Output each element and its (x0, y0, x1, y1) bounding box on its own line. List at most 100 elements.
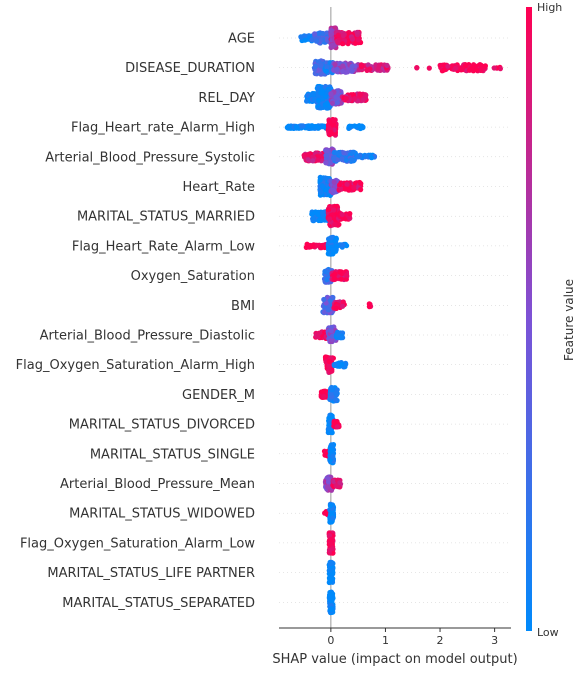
shap-point (326, 426, 332, 432)
feature-row-dots (322, 354, 349, 375)
feature-row-dots (326, 559, 336, 586)
shap-point (337, 269, 343, 275)
feature-row-dots (304, 83, 369, 111)
shap-point (320, 210, 326, 216)
shap-point (321, 296, 327, 303)
feature-row-dots (325, 412, 342, 436)
shap-point (335, 39, 341, 46)
shap-point (339, 211, 345, 218)
shap-point (384, 62, 390, 68)
shap-point (341, 150, 347, 156)
colorbar-low-label: Low (537, 626, 559, 639)
shap-point (318, 189, 324, 195)
shap-point (351, 184, 357, 190)
shap-point (333, 483, 339, 489)
feature-label: DISEASE_DURATION (125, 61, 255, 76)
shap-point (317, 216, 323, 223)
shap-point (337, 480, 343, 486)
feature-row-dots (321, 442, 337, 466)
shap-point (310, 91, 316, 97)
shap-point (344, 181, 350, 187)
shap-point (327, 576, 333, 582)
shap-point (323, 354, 329, 360)
shap-point (293, 124, 299, 130)
shap-point (318, 63, 324, 69)
shap-point (316, 67, 322, 73)
shap-point (314, 242, 320, 248)
shap-point (318, 105, 324, 111)
shap-point (321, 309, 327, 315)
shap-point (324, 148, 330, 154)
shap-point (478, 66, 484, 72)
shap-point (314, 38, 320, 44)
feature-row-dots (284, 116, 366, 138)
shap-point (326, 547, 333, 553)
feature-row-dots (321, 266, 350, 285)
shap-point (332, 271, 338, 277)
shap-point (329, 100, 335, 106)
shap-point (346, 123, 352, 129)
shap-point (340, 299, 346, 305)
shap-point (355, 154, 361, 160)
feature-label: MARITAL_STATUS_MARRIED (77, 210, 255, 225)
feature-label: Arterial_Blood_Pressure_Systolic (45, 150, 255, 165)
shap-point (323, 152, 329, 158)
feature-row-dots (326, 530, 336, 556)
shap-point (302, 37, 308, 43)
shap-point (355, 37, 361, 43)
shap-point (337, 182, 343, 188)
feature-label: REL_DAY (198, 91, 255, 106)
shap-point (312, 209, 319, 215)
shap-point (286, 123, 292, 129)
feature-row-dots (303, 234, 350, 257)
shap-point (375, 66, 381, 72)
feature-label: MARITAL_STATUS_DIVORCED (69, 418, 255, 433)
shap-point (323, 68, 330, 74)
shap-point (316, 30, 322, 36)
shap-point (332, 396, 338, 402)
shap-point (331, 275, 337, 281)
shap-point (330, 453, 336, 460)
shap-point (324, 30, 330, 36)
shap-point (360, 97, 366, 103)
shap-point (340, 242, 346, 248)
shap-point (333, 236, 339, 242)
shap-point (328, 328, 334, 334)
shap-point (327, 298, 333, 304)
shap-point (340, 68, 346, 75)
shap-point (334, 66, 340, 72)
shap-point (323, 187, 330, 193)
shap-point (331, 179, 337, 185)
feature-label: MARITAL_STATUS_LIFE PARTNER (47, 566, 255, 581)
shap-point (326, 567, 332, 574)
x-tick-label: 1 (382, 634, 389, 647)
shap-point (322, 102, 328, 108)
shap-point (324, 484, 330, 490)
x-tick-label: 0 (327, 634, 334, 647)
shap-point (339, 41, 346, 47)
shap-point (322, 175, 328, 181)
shap-point (321, 393, 327, 399)
shap-point (338, 276, 344, 282)
shap-point (342, 186, 349, 192)
shap-point (356, 123, 362, 129)
shap-point (331, 420, 337, 426)
shap-point (358, 62, 364, 68)
shap-point (349, 36, 356, 42)
shap-point (339, 156, 345, 162)
shap-point (324, 64, 330, 71)
shap-point (344, 272, 350, 278)
shap-point (309, 37, 315, 43)
shap-point (328, 536, 334, 543)
shap-point (351, 149, 357, 155)
feature-label: Flag_Heart_Rate_Alarm_Low (72, 239, 256, 254)
shap-point (469, 65, 475, 71)
shap-point (312, 31, 318, 37)
shap-point (331, 361, 337, 368)
shap-point (366, 304, 372, 310)
shap-point (319, 88, 325, 94)
shap-point (358, 181, 364, 187)
shap-point (329, 607, 335, 613)
feature-row-dots (313, 324, 346, 345)
